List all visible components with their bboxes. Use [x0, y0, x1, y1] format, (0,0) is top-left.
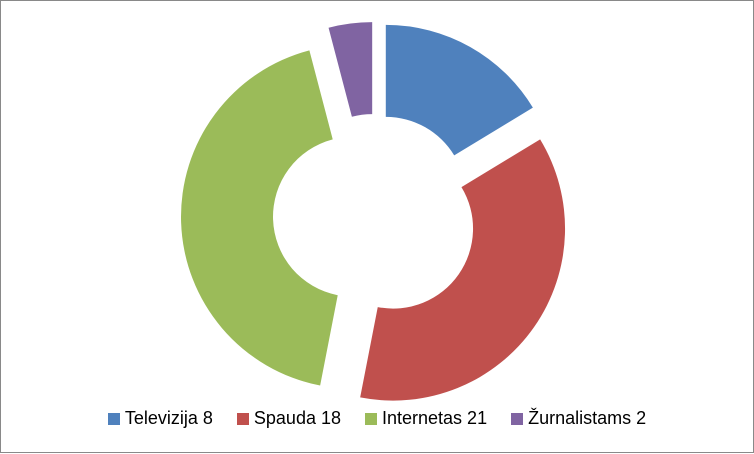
donut-slice-internetas — [181, 50, 338, 386]
legend-swatch-internetas — [365, 412, 377, 425]
donut-slice-zurnalistams — [328, 22, 373, 117]
legend-swatch-televizija — [107, 412, 120, 425]
donut-slice-televizija — [385, 24, 533, 156]
legend-label-televizija: Televizija 8 — [124, 408, 213, 428]
legend-swatch-zurnalistams — [511, 412, 524, 425]
legend-item-televizija: Televizija 8 — [107, 408, 213, 429]
donut-slice-spauda — [360, 139, 566, 401]
legend-label-spauda: Spauda 18 — [253, 408, 341, 428]
legend-label-internetas: Internetas 21 — [382, 408, 488, 428]
legend-label-zurnalistams: Žurnalistams 2 — [528, 408, 647, 428]
legend-item-internetas: Internetas 21 — [365, 408, 487, 429]
legend-item-spauda: Spauda 18 — [236, 408, 341, 429]
chart-legend: Televizija 8 Spauda 18 Internetas 21 Žur… — [1, 408, 753, 429]
legend-swatch-spauda — [236, 412, 249, 425]
legend-item-zurnalistams: Žurnalistams 2 — [511, 408, 646, 429]
donut-slices — [181, 22, 566, 401]
